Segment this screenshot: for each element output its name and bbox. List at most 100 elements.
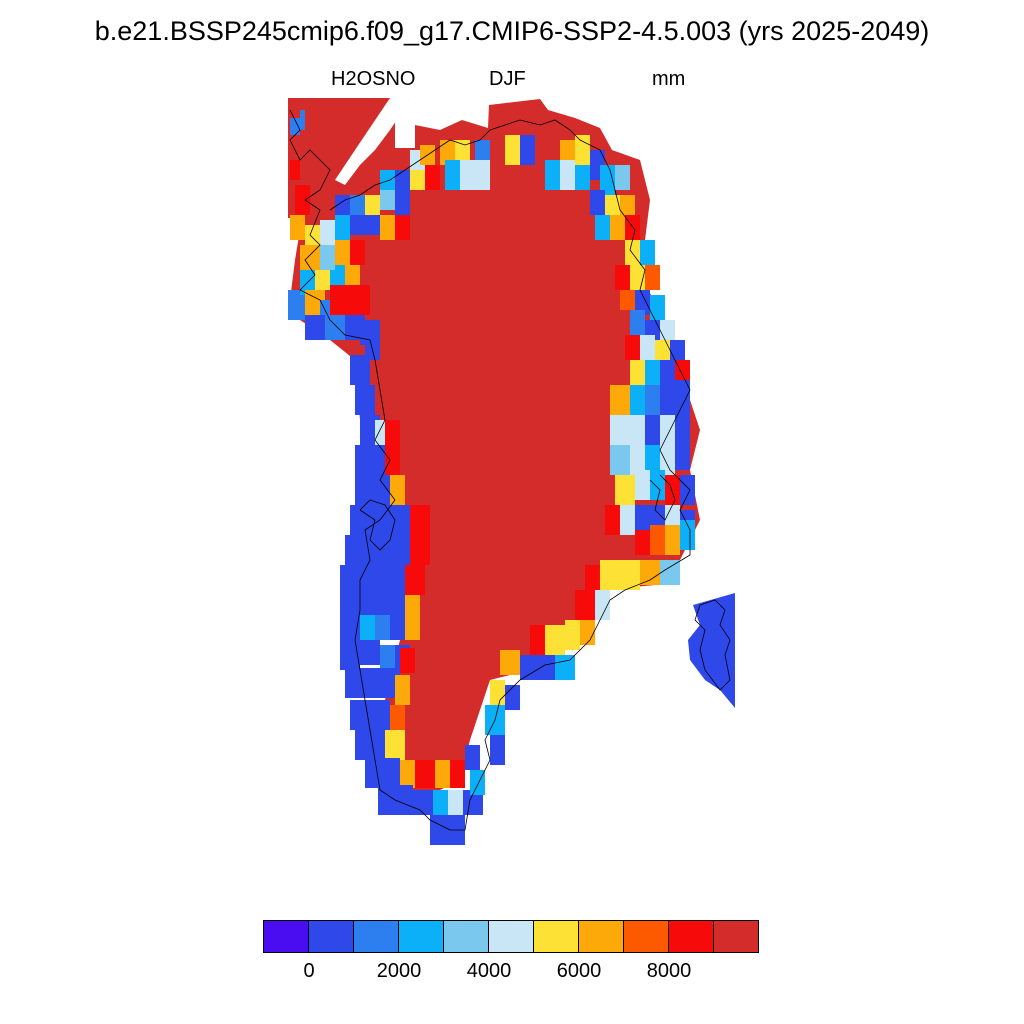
map-cell (410, 505, 430, 535)
map-cell (610, 385, 630, 415)
map-cell (380, 645, 395, 670)
map-cell (640, 560, 660, 585)
map-gap (395, 120, 415, 148)
map-cell (650, 295, 665, 320)
map-cell (425, 165, 440, 190)
map-cell (370, 445, 385, 475)
map-cell (390, 535, 410, 565)
map-cell (575, 160, 590, 190)
map-cell (385, 445, 400, 475)
map-cell (325, 315, 345, 340)
map-cell (645, 265, 660, 290)
map-cell (665, 525, 680, 555)
map-cell (450, 760, 465, 788)
map-cell (390, 705, 405, 735)
map-cell (470, 770, 485, 795)
map-cell (630, 360, 645, 385)
map-cell (540, 655, 555, 680)
colorbar-box (488, 920, 534, 953)
map-cell (345, 265, 360, 290)
map-cell (650, 525, 665, 555)
map-cell (315, 265, 330, 290)
map-cell (580, 620, 595, 645)
map-cell (595, 590, 610, 620)
colorbar-box (713, 920, 759, 953)
map-cell (545, 160, 560, 190)
map-cell (610, 240, 625, 265)
map-cell (360, 615, 375, 640)
map-cell (385, 420, 400, 450)
colorbar-tick-2000: 2000 (376, 960, 422, 982)
map-cell (330, 285, 370, 315)
map-cell (380, 190, 395, 210)
map-cell (620, 290, 635, 315)
map-cell (645, 360, 660, 385)
map-cell (680, 475, 695, 505)
map-cell (288, 290, 308, 320)
colorbar (263, 920, 759, 953)
season-label: DJF (489, 68, 526, 90)
map-cell (615, 165, 630, 190)
map-cell (385, 730, 405, 760)
map-cell (610, 215, 625, 240)
map-cell (340, 565, 365, 595)
colorbar-box (353, 920, 399, 953)
map-cell (300, 245, 320, 270)
ice-sheet-interior (288, 98, 700, 800)
map-cell (365, 758, 385, 788)
map-cell (645, 385, 660, 415)
map-cell (405, 565, 425, 595)
map-cell (620, 195, 635, 220)
map-cell (415, 760, 435, 788)
map-cell (375, 700, 390, 730)
map-cell (660, 385, 675, 415)
map-cell (605, 505, 620, 535)
map-cell (635, 505, 650, 535)
coastline-segment (289, 109, 691, 831)
map-cell (660, 320, 675, 345)
map-cell (615, 310, 630, 335)
map-cell (620, 505, 635, 535)
map-cell (395, 190, 410, 215)
map-cell (475, 160, 490, 190)
map-cell (365, 335, 380, 360)
map-cell (445, 160, 460, 190)
map-cell (650, 470, 665, 500)
map-cell (375, 615, 390, 640)
colorbar-box (533, 920, 579, 953)
colorbar-tick-0: 0 (303, 960, 315, 982)
map-cell (615, 265, 630, 290)
map-cell (645, 445, 660, 475)
map-cell (300, 130, 315, 155)
map-cell (340, 595, 360, 625)
colorbar-box (263, 920, 309, 953)
map-cell (590, 190, 605, 215)
map-cell (490, 160, 505, 190)
map-cell (610, 415, 630, 445)
map-cell (680, 520, 695, 550)
map-cell (545, 625, 565, 655)
map-cell (665, 475, 680, 505)
map-cell (600, 165, 615, 195)
map-cell (400, 648, 415, 673)
map-cell (555, 655, 575, 680)
map-cell (625, 215, 640, 240)
coastline (289, 109, 731, 831)
map-cell (490, 135, 505, 160)
map-cell (350, 700, 375, 730)
colorbar-box (578, 920, 624, 953)
map-cell (398, 785, 413, 815)
units-label: mm (652, 68, 686, 90)
map-cell (390, 475, 405, 505)
plot-title: b.e21.BSSP245cmip6.f09_g17.CMIP6-SSP2-4.… (94, 16, 930, 46)
map-cell (448, 790, 463, 815)
colorbar-box (308, 920, 354, 953)
map-cell (440, 140, 455, 165)
map-cell (340, 620, 360, 645)
map-cell (675, 410, 690, 440)
map-cell (390, 615, 405, 640)
map-cell (655, 340, 670, 365)
map-cell (610, 445, 630, 475)
variable-label: H2OSNO (331, 68, 416, 90)
map-cell (660, 360, 675, 385)
